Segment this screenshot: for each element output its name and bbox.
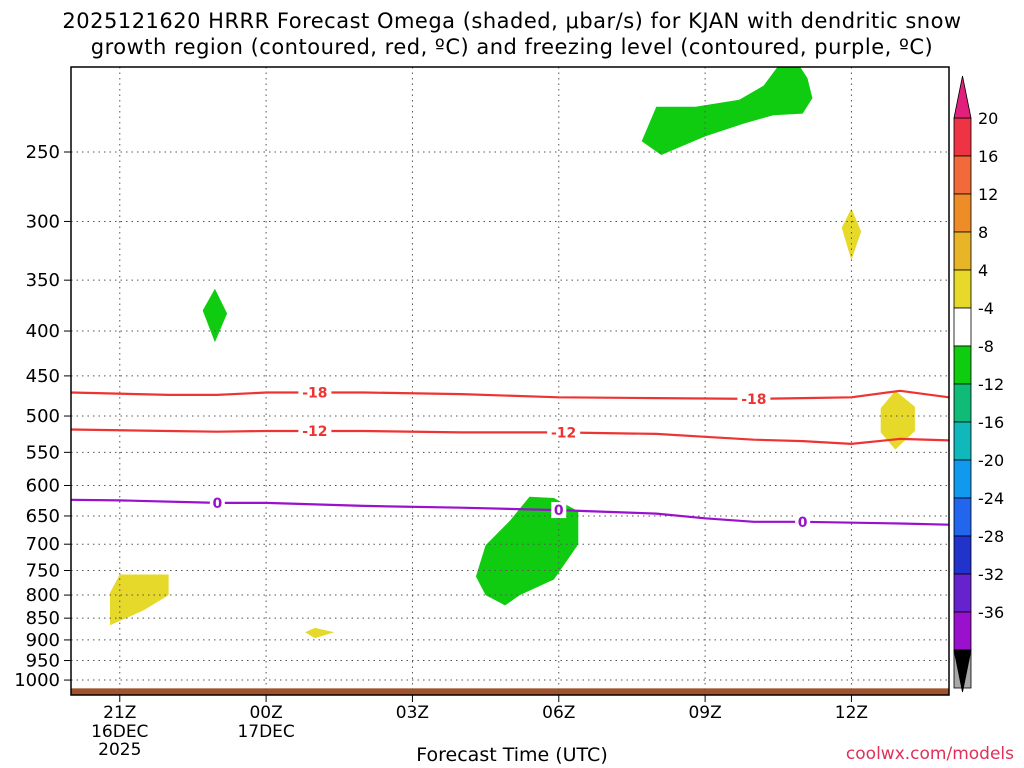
colorbar-bin-1	[953, 155, 972, 195]
y-tick-label-850: 850	[26, 608, 60, 629]
isotherm-label-bg--12	[547, 424, 581, 441]
y-tick-label-550: 550	[26, 442, 60, 463]
y-tick-label-1000: 1000	[14, 670, 60, 691]
omega-shaded-region-1	[202, 288, 228, 343]
colorbar-bin-5	[953, 307, 972, 347]
y-tick-label-650: 650	[26, 506, 60, 527]
x-tick-label-06Z: 06Z	[542, 703, 575, 723]
y-tick-label-800: 800	[26, 585, 60, 606]
isotherm-label--18: -18	[302, 385, 327, 401]
isotherm-label-0: 0	[212, 496, 222, 512]
colorbar-label--36: -36	[978, 603, 1004, 622]
y-tick-label-750: 750	[26, 560, 60, 581]
omega-shaded-region-6	[305, 627, 335, 639]
colorbar-bin-12	[953, 573, 972, 613]
x-tick-label-12Z: 12Z	[835, 703, 868, 723]
isotherm-label-bg--18	[298, 384, 332, 401]
isotherm-label--12: -12	[551, 426, 576, 442]
y-tick-label-350: 350	[26, 270, 60, 291]
colorbar-bin-13	[953, 611, 972, 651]
colorbar-label--32: -32	[978, 565, 1004, 584]
colorbar-label-20: 20	[978, 109, 998, 128]
y-tick-label-400: 400	[26, 321, 60, 342]
colorbar: 20 16 12 8 4 -4 -8 -12 -16 -20 -24 -28 -32 -36	[953, 75, 1004, 693]
isotherm-label-0: 0	[798, 515, 808, 531]
colorbar-label--28: -28	[978, 527, 1004, 546]
y-tick-label-300: 300	[26, 211, 60, 232]
colorbar-label--16: -16	[978, 413, 1004, 432]
ground-surface	[71, 688, 949, 695]
colorbar-bin-6	[953, 345, 972, 385]
x-tick-sublabel-17DEC: 17DEC	[237, 722, 294, 742]
y-tick-label-450: 450	[26, 366, 60, 387]
isotherm-label-bg-0	[795, 513, 811, 530]
x-tick-sublabel-2025: 2025	[98, 740, 141, 760]
colorbar-label-12: 12	[978, 185, 998, 204]
y-tick-label-900: 900	[26, 630, 60, 651]
isotherm-label-bg--18	[737, 390, 771, 407]
colorbar-label-16: 16	[978, 147, 998, 166]
colorbar-bin-4	[953, 269, 972, 309]
x-tick-label-03Z: 03Z	[396, 703, 429, 723]
colorbar-bin-7	[953, 383, 972, 423]
colorbar-label--8: -8	[978, 337, 994, 356]
isotherm-label-0: 0	[554, 503, 564, 519]
colorbar-bin-0	[953, 117, 972, 157]
colorbar-label--4: -4	[978, 299, 994, 318]
colorbar-label--12: -12	[978, 375, 1004, 394]
x-tick-label-21Z: 21Z	[103, 703, 136, 723]
colorbar-bin-3	[953, 231, 972, 271]
colorbar-bin-2	[953, 193, 972, 233]
isotherm-line--18	[71, 389, 949, 401]
x-tick-label-00Z: 00Z	[249, 703, 282, 723]
colorbar-bin-9	[953, 459, 972, 499]
colorbar-label-8: 8	[978, 223, 988, 242]
isotherm-line--12	[71, 428, 949, 446]
isotherm-label--18: -18	[741, 392, 766, 408]
omega-shaded-region-2	[475, 496, 579, 606]
y-tick-label-250: 250	[26, 142, 60, 163]
omega-shaded-region-5	[880, 390, 915, 450]
isotherm-label--12: -12	[302, 424, 327, 440]
isotherm-label-bg-0	[209, 494, 225, 511]
colorbar-bin-8	[953, 421, 972, 461]
y-tick-label-700: 700	[26, 534, 60, 555]
credit-text: coolwx.com/models	[845, 744, 1014, 764]
y-tick-label-600: 600	[26, 475, 60, 496]
omega-shaded-region-3	[110, 574, 169, 626]
chart-title: 2025121620 HRRR Forecast Omega (shaded, …	[62, 9, 962, 59]
colorbar-label-4: 4	[978, 261, 988, 280]
y-tick-label-500: 500	[26, 406, 60, 427]
y-tick-label-950: 950	[26, 651, 60, 672]
omega-shaded-region-0	[641, 67, 813, 155]
isotherm-label-bg-0	[551, 502, 567, 519]
colorbar-bin-11	[953, 535, 972, 575]
colorbar-bottom-arrow	[953, 649, 972, 693]
x-tick-sublabel-16DEC: 16DEC	[91, 722, 148, 742]
isotherm-label-bg--12	[298, 422, 332, 439]
colorbar-label--20: -20	[978, 451, 1004, 470]
plot-frame	[70, 66, 950, 696]
colorbar-top-arrow	[953, 75, 972, 119]
colorbar-bin-10	[953, 497, 972, 537]
x-tick-label-09Z: 09Z	[688, 703, 721, 723]
colorbar-label--24: -24	[978, 489, 1004, 508]
x-axis-title: Forecast Time (UTC)	[416, 744, 608, 766]
